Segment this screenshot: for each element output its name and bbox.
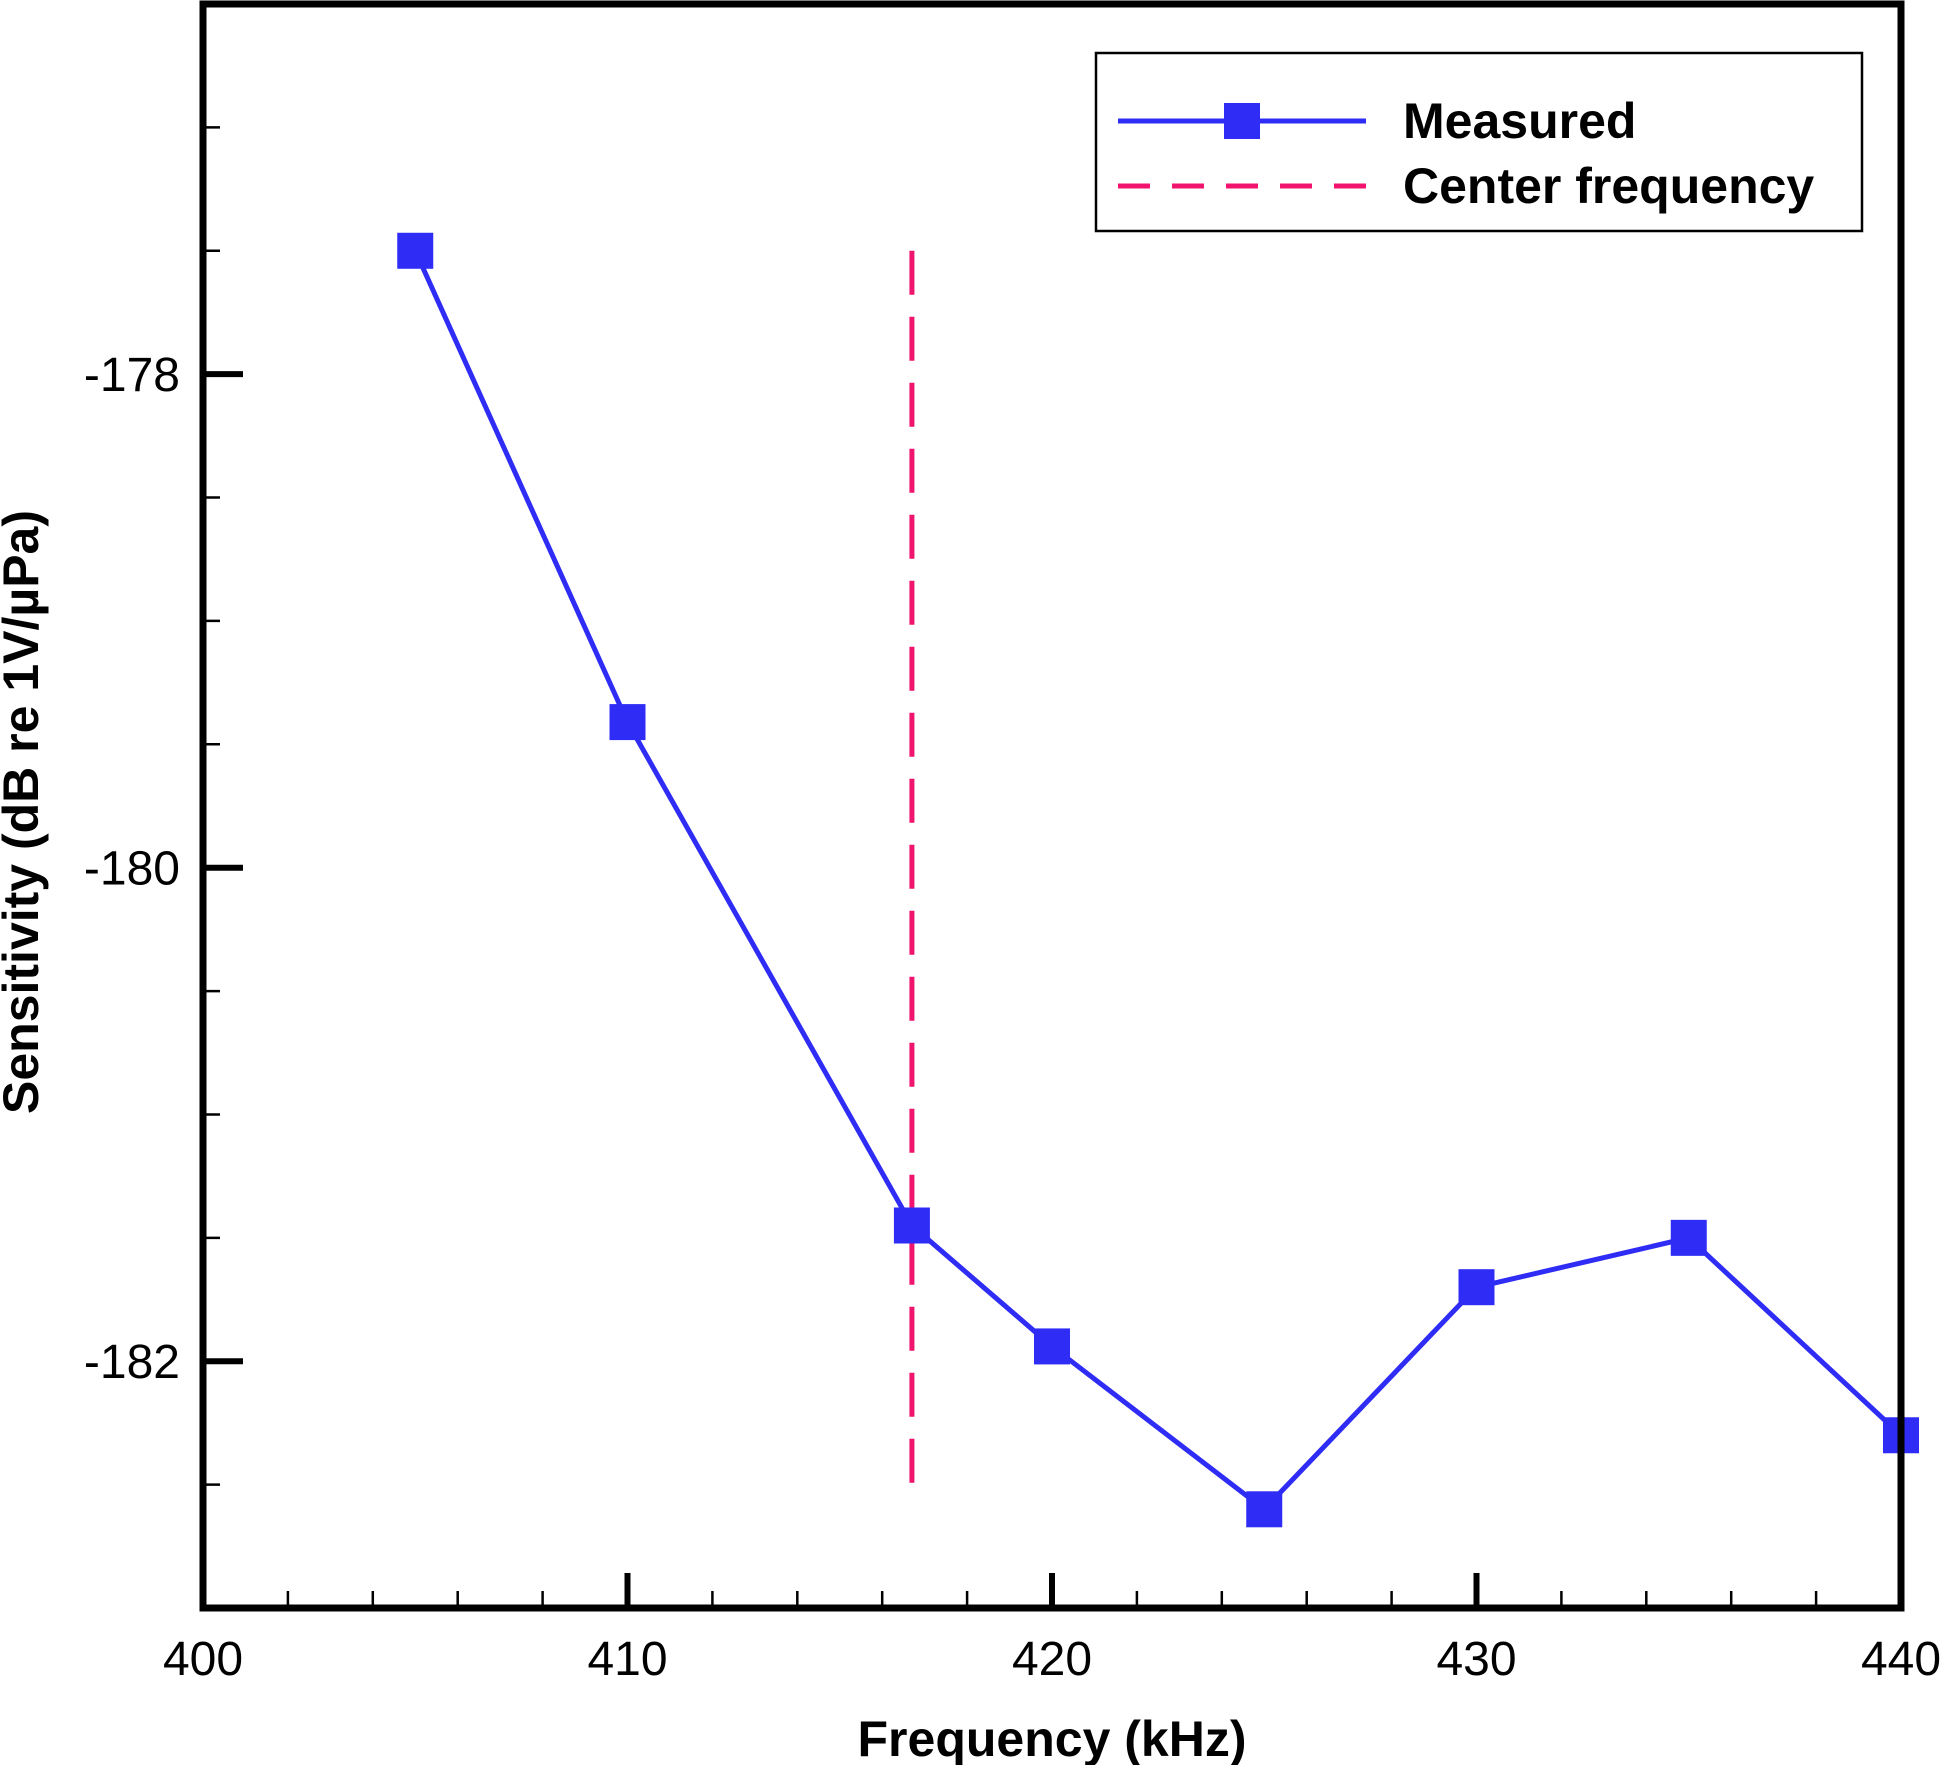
- measured-point: [893, 1207, 930, 1244]
- y-tick-label: -178: [84, 349, 180, 402]
- ticks-layer: 400 410 420 430 440 -178 -180 -182: [84, 126, 1941, 1686]
- y-tick-label: -182: [84, 1336, 180, 1389]
- series-layer: [397, 232, 1919, 1528]
- x-tick-label: 400: [163, 1633, 243, 1686]
- x-tick-label: 430: [1436, 1633, 1516, 1686]
- measured-series-line: [412, 249, 1903, 1512]
- x-axis-title: Frequency (kHz): [858, 1711, 1247, 1765]
- legend-measured-marker: [1224, 103, 1260, 139]
- x-tick-label: 440: [1861, 1633, 1941, 1686]
- measured-point: [1034, 1328, 1070, 1365]
- legend-box: [1094, 51, 1864, 233]
- measured-point: [1458, 1269, 1495, 1306]
- x-tick-label: 410: [587, 1633, 667, 1686]
- legend-label-measured: Measured: [1403, 93, 1636, 149]
- legend: Measured Center frequency: [1094, 51, 1864, 233]
- measured-point: [1246, 1491, 1283, 1528]
- x-tick-label: 420: [1012, 1633, 1092, 1686]
- y-tick-label: -180: [84, 843, 180, 896]
- measured-point: [1670, 1219, 1707, 1256]
- plot-frame: [199, 0, 1905, 1612]
- measured-point: [397, 232, 434, 269]
- measured-point: [609, 704, 646, 741]
- y-axis-title: Sensitivity (dB re 1V/µPa): [0, 510, 49, 1114]
- legend-label-center-frequency: Center frequency: [1403, 158, 1814, 214]
